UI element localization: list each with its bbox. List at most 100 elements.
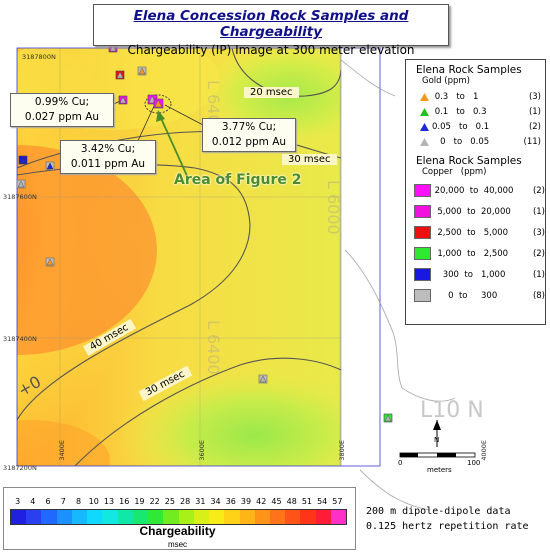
colorbar-swatch	[163, 510, 179, 524]
colorbar-swatch	[26, 510, 42, 524]
colorbar-tick-label: 51	[301, 497, 313, 506]
gold-legend-row: 0.3 to 1 (3)	[406, 89, 545, 104]
svg-text:N: N	[434, 436, 439, 444]
colorbar-tick-label: 13	[103, 497, 115, 506]
scale-bar: N	[399, 420, 476, 458]
copper-legend-row: 2,500 to 5,000 (3)	[406, 222, 545, 243]
survey-note: 200 m dipole-dipole data	[366, 506, 511, 517]
line-watermark: L10 N	[420, 398, 484, 423]
triangle-icon	[416, 107, 432, 116]
copper-legend-row: 0 to 300 (8)	[406, 285, 545, 306]
colorbar-tick-label: 39	[240, 497, 252, 506]
colorbar-swatch	[285, 510, 301, 524]
triangle-icon	[416, 92, 432, 101]
colorbar-swatch	[87, 510, 103, 524]
gold-legend-row: 0 to 0.05 (11)	[406, 134, 545, 149]
sample-marker	[118, 95, 128, 105]
sample-marker	[16, 179, 26, 189]
colorbar-swatch	[178, 510, 194, 524]
legend-title: Elena Rock Samples	[416, 64, 522, 76]
colorbar	[10, 509, 347, 525]
colorbar-tick-label: 19	[134, 497, 145, 506]
gold-legend: 0.3 to 1 (3) 0.1 to 0.3 (1) 0.05 to 0.1 (…	[406, 89, 545, 149]
colorbar-tick-label: 8	[75, 497, 82, 506]
square-icon	[414, 247, 431, 260]
colorbar-swatch	[315, 510, 331, 524]
colorbar-swatch	[41, 510, 57, 524]
colorbar-swatch	[300, 510, 316, 524]
scale-unit: meters	[427, 466, 452, 474]
northing-label: 3187600N	[3, 193, 37, 201]
map-title: Elena Concession Rock Samples and Charge…	[133, 8, 409, 40]
copper-legend-row: 300 to 1,000 (1)	[406, 264, 545, 285]
colorbar-tick-label: 6	[45, 497, 51, 506]
sample-marker	[137, 66, 147, 76]
square-icon	[414, 289, 431, 302]
easting-label: 4000E	[480, 440, 488, 461]
colorbar-tick-label: 25	[164, 497, 175, 506]
sample-marker	[18, 155, 28, 165]
colorbar-title: Chargeability	[139, 524, 216, 538]
easting-label: 3600E	[198, 440, 206, 461]
sample-marker	[153, 98, 164, 109]
easting-label: 3400E	[58, 440, 66, 461]
colorbar-tick-label: 28	[180, 497, 191, 506]
colorbar-swatch	[239, 510, 255, 524]
sample-symbols	[16, 43, 393, 423]
colorbar-tick-label: 22	[149, 497, 160, 506]
map-subtitle: Chargeability (IP) Image at 300 meter el…	[127, 43, 415, 57]
colorbar-swatch	[330, 510, 347, 524]
sample-marker	[45, 257, 55, 267]
northing-label: 3187800N	[22, 53, 56, 61]
sample-marker	[45, 161, 55, 171]
colorbar-swatch	[102, 510, 118, 524]
colorbar-tick-label: 16	[119, 497, 130, 506]
colorbar-tick-label: 42	[256, 497, 267, 506]
contour-label: 20 msec	[244, 87, 299, 98]
gold-legend-row: 0.05 to 0.1 (2)	[406, 119, 545, 134]
sample-callout: 3.42% Cu; 0.011 ppm Au	[60, 140, 156, 174]
sample-callout: 3.77% Cu; 0.012 ppm Au	[202, 118, 296, 152]
colorbar-tick-label: 10	[88, 497, 99, 506]
colorbar-tick-label: 4	[30, 497, 36, 506]
gold-legend-row: 0.1 to 0.3 (1)	[406, 104, 545, 119]
legend: Elena Rock Samples Gold (ppm) 0.3 to 1 (…	[405, 59, 546, 325]
title-box: Elena Concession Rock Samples and Charge…	[93, 4, 449, 57]
colorbar-tick-label: 3	[15, 497, 21, 506]
colorbar-swatch	[209, 510, 225, 524]
colorbar-unit: msec	[167, 540, 188, 549]
colorbar-swatch	[11, 510, 27, 524]
square-icon	[414, 268, 431, 281]
sample-marker	[383, 413, 393, 423]
colorbar-tick-label: 7	[60, 497, 66, 506]
copper-legend-title: Elena Rock Samples	[416, 155, 522, 167]
square-icon	[414, 226, 431, 239]
easting-label: 3800E	[338, 440, 346, 461]
colorbar-tick-label: 54	[317, 497, 328, 506]
triangle-icon	[416, 122, 432, 131]
copper-legend-row: 5,000 to 20,000 (1)	[406, 201, 545, 222]
colorbar-swatch	[56, 510, 72, 524]
colorbar-swatch	[269, 510, 286, 524]
square-icon	[414, 184, 431, 197]
colorbar-tick-label: 45	[271, 497, 282, 506]
colorbar-swatch	[224, 510, 240, 524]
contour-label: 30 msec	[282, 154, 337, 165]
colorbar-tick-label: 57	[332, 497, 343, 506]
colorbar-swatch	[117, 510, 133, 524]
northing-label: 3187400N	[3, 335, 37, 343]
colorbar-swatch	[148, 510, 164, 524]
colorbar-tick-label: 31	[195, 497, 206, 506]
square-icon	[414, 205, 431, 218]
northing-label: 3187200N	[3, 464, 37, 472]
colorbar-swatch	[254, 510, 270, 524]
triangle-icon	[416, 137, 432, 146]
survey-note: 0.125 hertz repetition rate	[366, 521, 529, 532]
scale-max: 100	[467, 459, 481, 467]
scale-zero: 0	[398, 459, 403, 467]
area-of-figure-label: Area of Figure 2	[174, 172, 302, 188]
svg-text:L 6400: L 6400	[204, 320, 223, 375]
colorbar-tick-label: 48	[286, 497, 297, 506]
copper-legend: 20,000 to 40,000 (2) 5,000 to 20,000 (1) 2…	[406, 180, 545, 306]
colorbar-tick-label: 34	[210, 497, 221, 506]
